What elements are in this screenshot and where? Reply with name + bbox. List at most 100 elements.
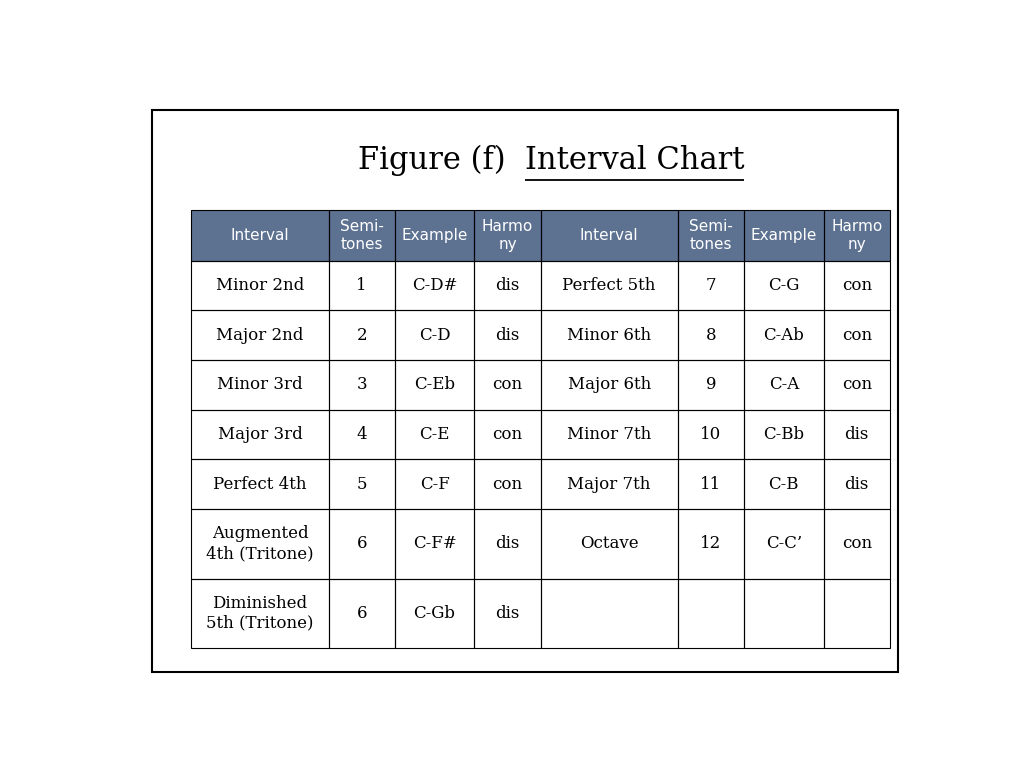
Text: dis: dis bbox=[496, 604, 520, 622]
Bar bbox=[191, 409, 329, 459]
Bar bbox=[191, 310, 329, 360]
Bar bbox=[744, 578, 823, 648]
Bar bbox=[191, 210, 329, 260]
Bar bbox=[744, 210, 823, 260]
Bar bbox=[678, 210, 744, 260]
Text: con: con bbox=[842, 535, 871, 552]
Bar bbox=[474, 260, 541, 310]
Bar bbox=[744, 310, 823, 360]
Bar bbox=[541, 260, 678, 310]
Bar bbox=[395, 260, 474, 310]
Bar bbox=[329, 310, 395, 360]
Bar bbox=[678, 409, 744, 459]
Bar bbox=[744, 578, 823, 648]
Text: Major 2nd: Major 2nd bbox=[216, 326, 304, 344]
Bar bbox=[823, 310, 890, 360]
Text: C-F#: C-F# bbox=[413, 535, 457, 552]
Bar bbox=[329, 360, 395, 409]
Text: C-Gb: C-Gb bbox=[414, 604, 456, 622]
Bar bbox=[191, 509, 329, 578]
Bar bbox=[329, 310, 395, 360]
Text: Minor 2nd: Minor 2nd bbox=[216, 277, 304, 294]
Text: Diminished
5th (Tritone): Diminished 5th (Tritone) bbox=[206, 595, 313, 631]
Text: 8: 8 bbox=[706, 326, 716, 344]
Text: Figure (f): Figure (f) bbox=[357, 144, 524, 176]
Text: C-Ab: C-Ab bbox=[763, 326, 804, 344]
Text: C-E: C-E bbox=[420, 426, 450, 443]
Bar bbox=[329, 578, 395, 648]
Text: Example: Example bbox=[401, 228, 468, 243]
Bar bbox=[744, 360, 823, 409]
Bar bbox=[541, 310, 678, 360]
Text: Minor 3rd: Minor 3rd bbox=[217, 376, 303, 393]
Text: C-G: C-G bbox=[768, 277, 800, 294]
Text: C-Bb: C-Bb bbox=[763, 426, 804, 443]
Bar bbox=[823, 409, 890, 459]
Bar bbox=[191, 210, 329, 260]
Bar bbox=[744, 459, 823, 509]
Bar bbox=[823, 578, 890, 648]
Bar bbox=[191, 459, 329, 509]
Bar bbox=[678, 459, 744, 509]
Text: Major 6th: Major 6th bbox=[567, 376, 651, 393]
Bar bbox=[329, 210, 395, 260]
Bar bbox=[678, 409, 744, 459]
Bar bbox=[191, 360, 329, 409]
Text: C-F: C-F bbox=[420, 475, 450, 492]
Bar bbox=[395, 310, 474, 360]
Text: con: con bbox=[493, 475, 522, 492]
Bar bbox=[541, 210, 678, 260]
Text: dis: dis bbox=[845, 426, 869, 443]
Text: Perfect 4th: Perfect 4th bbox=[213, 475, 307, 492]
Bar bbox=[823, 409, 890, 459]
Bar bbox=[541, 509, 678, 578]
Bar bbox=[191, 310, 329, 360]
Bar bbox=[395, 578, 474, 648]
Bar bbox=[541, 409, 678, 459]
Bar bbox=[823, 360, 890, 409]
Bar bbox=[823, 360, 890, 409]
Bar bbox=[678, 310, 744, 360]
Text: dis: dis bbox=[496, 535, 520, 552]
Bar bbox=[395, 310, 474, 360]
Bar bbox=[823, 210, 890, 260]
Bar bbox=[329, 260, 395, 310]
Bar bbox=[191, 578, 329, 648]
Bar bbox=[474, 578, 541, 648]
Bar bbox=[744, 409, 823, 459]
Text: C-D#: C-D# bbox=[412, 277, 458, 294]
Bar bbox=[329, 360, 395, 409]
Bar bbox=[541, 509, 678, 578]
Bar bbox=[395, 459, 474, 509]
Bar bbox=[395, 360, 474, 409]
Bar bbox=[395, 459, 474, 509]
Bar bbox=[191, 260, 329, 310]
Bar bbox=[678, 459, 744, 509]
Text: 6: 6 bbox=[356, 604, 367, 622]
Bar bbox=[678, 578, 744, 648]
Bar bbox=[395, 210, 474, 260]
Bar bbox=[678, 578, 744, 648]
Bar bbox=[744, 260, 823, 310]
Bar bbox=[191, 260, 329, 310]
Bar bbox=[474, 310, 541, 360]
Text: Octave: Octave bbox=[580, 535, 639, 552]
Bar bbox=[541, 459, 678, 509]
Text: Interval: Interval bbox=[580, 228, 639, 243]
Text: 2: 2 bbox=[356, 326, 367, 344]
Bar bbox=[329, 509, 395, 578]
Bar bbox=[474, 409, 541, 459]
Bar bbox=[744, 260, 823, 310]
Bar bbox=[329, 409, 395, 459]
Bar bbox=[191, 360, 329, 409]
Bar bbox=[329, 459, 395, 509]
Text: C-C’: C-C’ bbox=[766, 535, 802, 552]
Bar bbox=[474, 260, 541, 310]
Text: Interval Chart: Interval Chart bbox=[524, 144, 744, 176]
Text: con: con bbox=[842, 277, 871, 294]
Text: Harmo
ny: Harmo ny bbox=[831, 220, 883, 252]
Text: Harmo
ny: Harmo ny bbox=[482, 220, 534, 252]
Bar bbox=[541, 310, 678, 360]
Bar bbox=[744, 360, 823, 409]
Bar bbox=[191, 578, 329, 648]
